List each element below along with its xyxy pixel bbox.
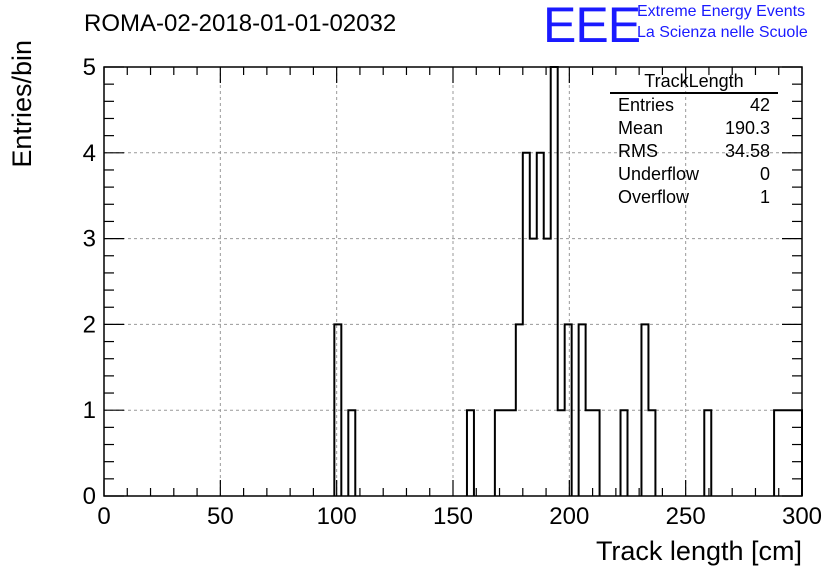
histogram-bin <box>781 410 788 496</box>
x-tick-label: 250 <box>666 503 706 530</box>
histogram-bin <box>495 410 502 496</box>
histogram-bin <box>467 410 474 496</box>
y-tick-label: 5 <box>83 54 96 81</box>
x-tick-label: 300 <box>782 503 822 530</box>
stats-label: Underflow <box>618 164 700 184</box>
x-tick-label: 0 <box>97 503 110 530</box>
logo-caption-line2: La Scienza nelle Scuole <box>637 24 808 41</box>
histogram-bin <box>348 410 355 496</box>
plot-title: ROMA-02-2018-01-01-02032 <box>84 10 397 37</box>
histogram-bin <box>774 410 781 496</box>
histogram-bin <box>704 410 711 496</box>
stats-row-entries: Entries 42 <box>610 94 778 117</box>
stats-value: 0 <box>759 164 770 184</box>
eee-logo: EEE <box>543 0 641 53</box>
axis-ticks <box>103 66 803 497</box>
stats-label: Overflow <box>618 187 690 207</box>
stats-row-underflow: Underflow 0 <box>610 163 778 186</box>
histogram-bin <box>648 410 655 496</box>
y-tick-label: 0 <box>83 483 96 510</box>
histogram-bin <box>586 410 593 496</box>
x-axis-label: Track length [cm] <box>596 536 802 566</box>
stats-value: 190.3 <box>724 118 770 138</box>
histogram-bin <box>530 239 537 496</box>
stats-value: 34.58 <box>724 141 770 161</box>
histogram-bin <box>509 410 516 496</box>
histogram-bin <box>502 410 509 496</box>
histogram-bin <box>544 239 551 496</box>
histogram-bin <box>795 410 802 496</box>
x-tick-label: 150 <box>433 503 473 530</box>
stats-label: Entries <box>618 95 675 115</box>
logo-caption-line1: Extreme Energy Events <box>637 3 806 20</box>
stats-label: RMS <box>618 141 658 161</box>
histogram-bin <box>551 67 558 496</box>
y-tick-label: 4 <box>83 140 96 167</box>
histogram-bin <box>558 410 565 496</box>
y-tick-label: 1 <box>83 397 96 424</box>
stats-label: Mean <box>618 118 664 138</box>
stats-value: 42 <box>749 95 770 115</box>
histogram-bin <box>593 410 600 496</box>
y-tick-label: 2 <box>83 311 96 338</box>
stats-value: 1 <box>759 187 770 207</box>
y-axis-label: Entries/bin <box>7 40 37 168</box>
stats-row-overflow: Overflow 1 <box>610 186 778 209</box>
histogram-bin <box>788 410 795 496</box>
x-tick-label: 50 <box>207 503 234 530</box>
x-tick-label: 200 <box>549 503 589 530</box>
stats-row-rms: RMS 34.58 <box>610 140 778 163</box>
tick-labels: 0 50 100 150 200 250 300 0 1 2 3 4 5 <box>83 54 822 530</box>
stats-row-mean: Mean 190.3 <box>610 117 778 140</box>
y-tick-label: 3 <box>83 226 96 253</box>
stats-box-title: TrackLength <box>610 70 778 94</box>
histogram-bin <box>621 410 628 496</box>
stats-box: TrackLength Entries 42 Mean 190.3 RMS 34… <box>610 70 778 209</box>
x-tick-label: 100 <box>317 503 357 530</box>
